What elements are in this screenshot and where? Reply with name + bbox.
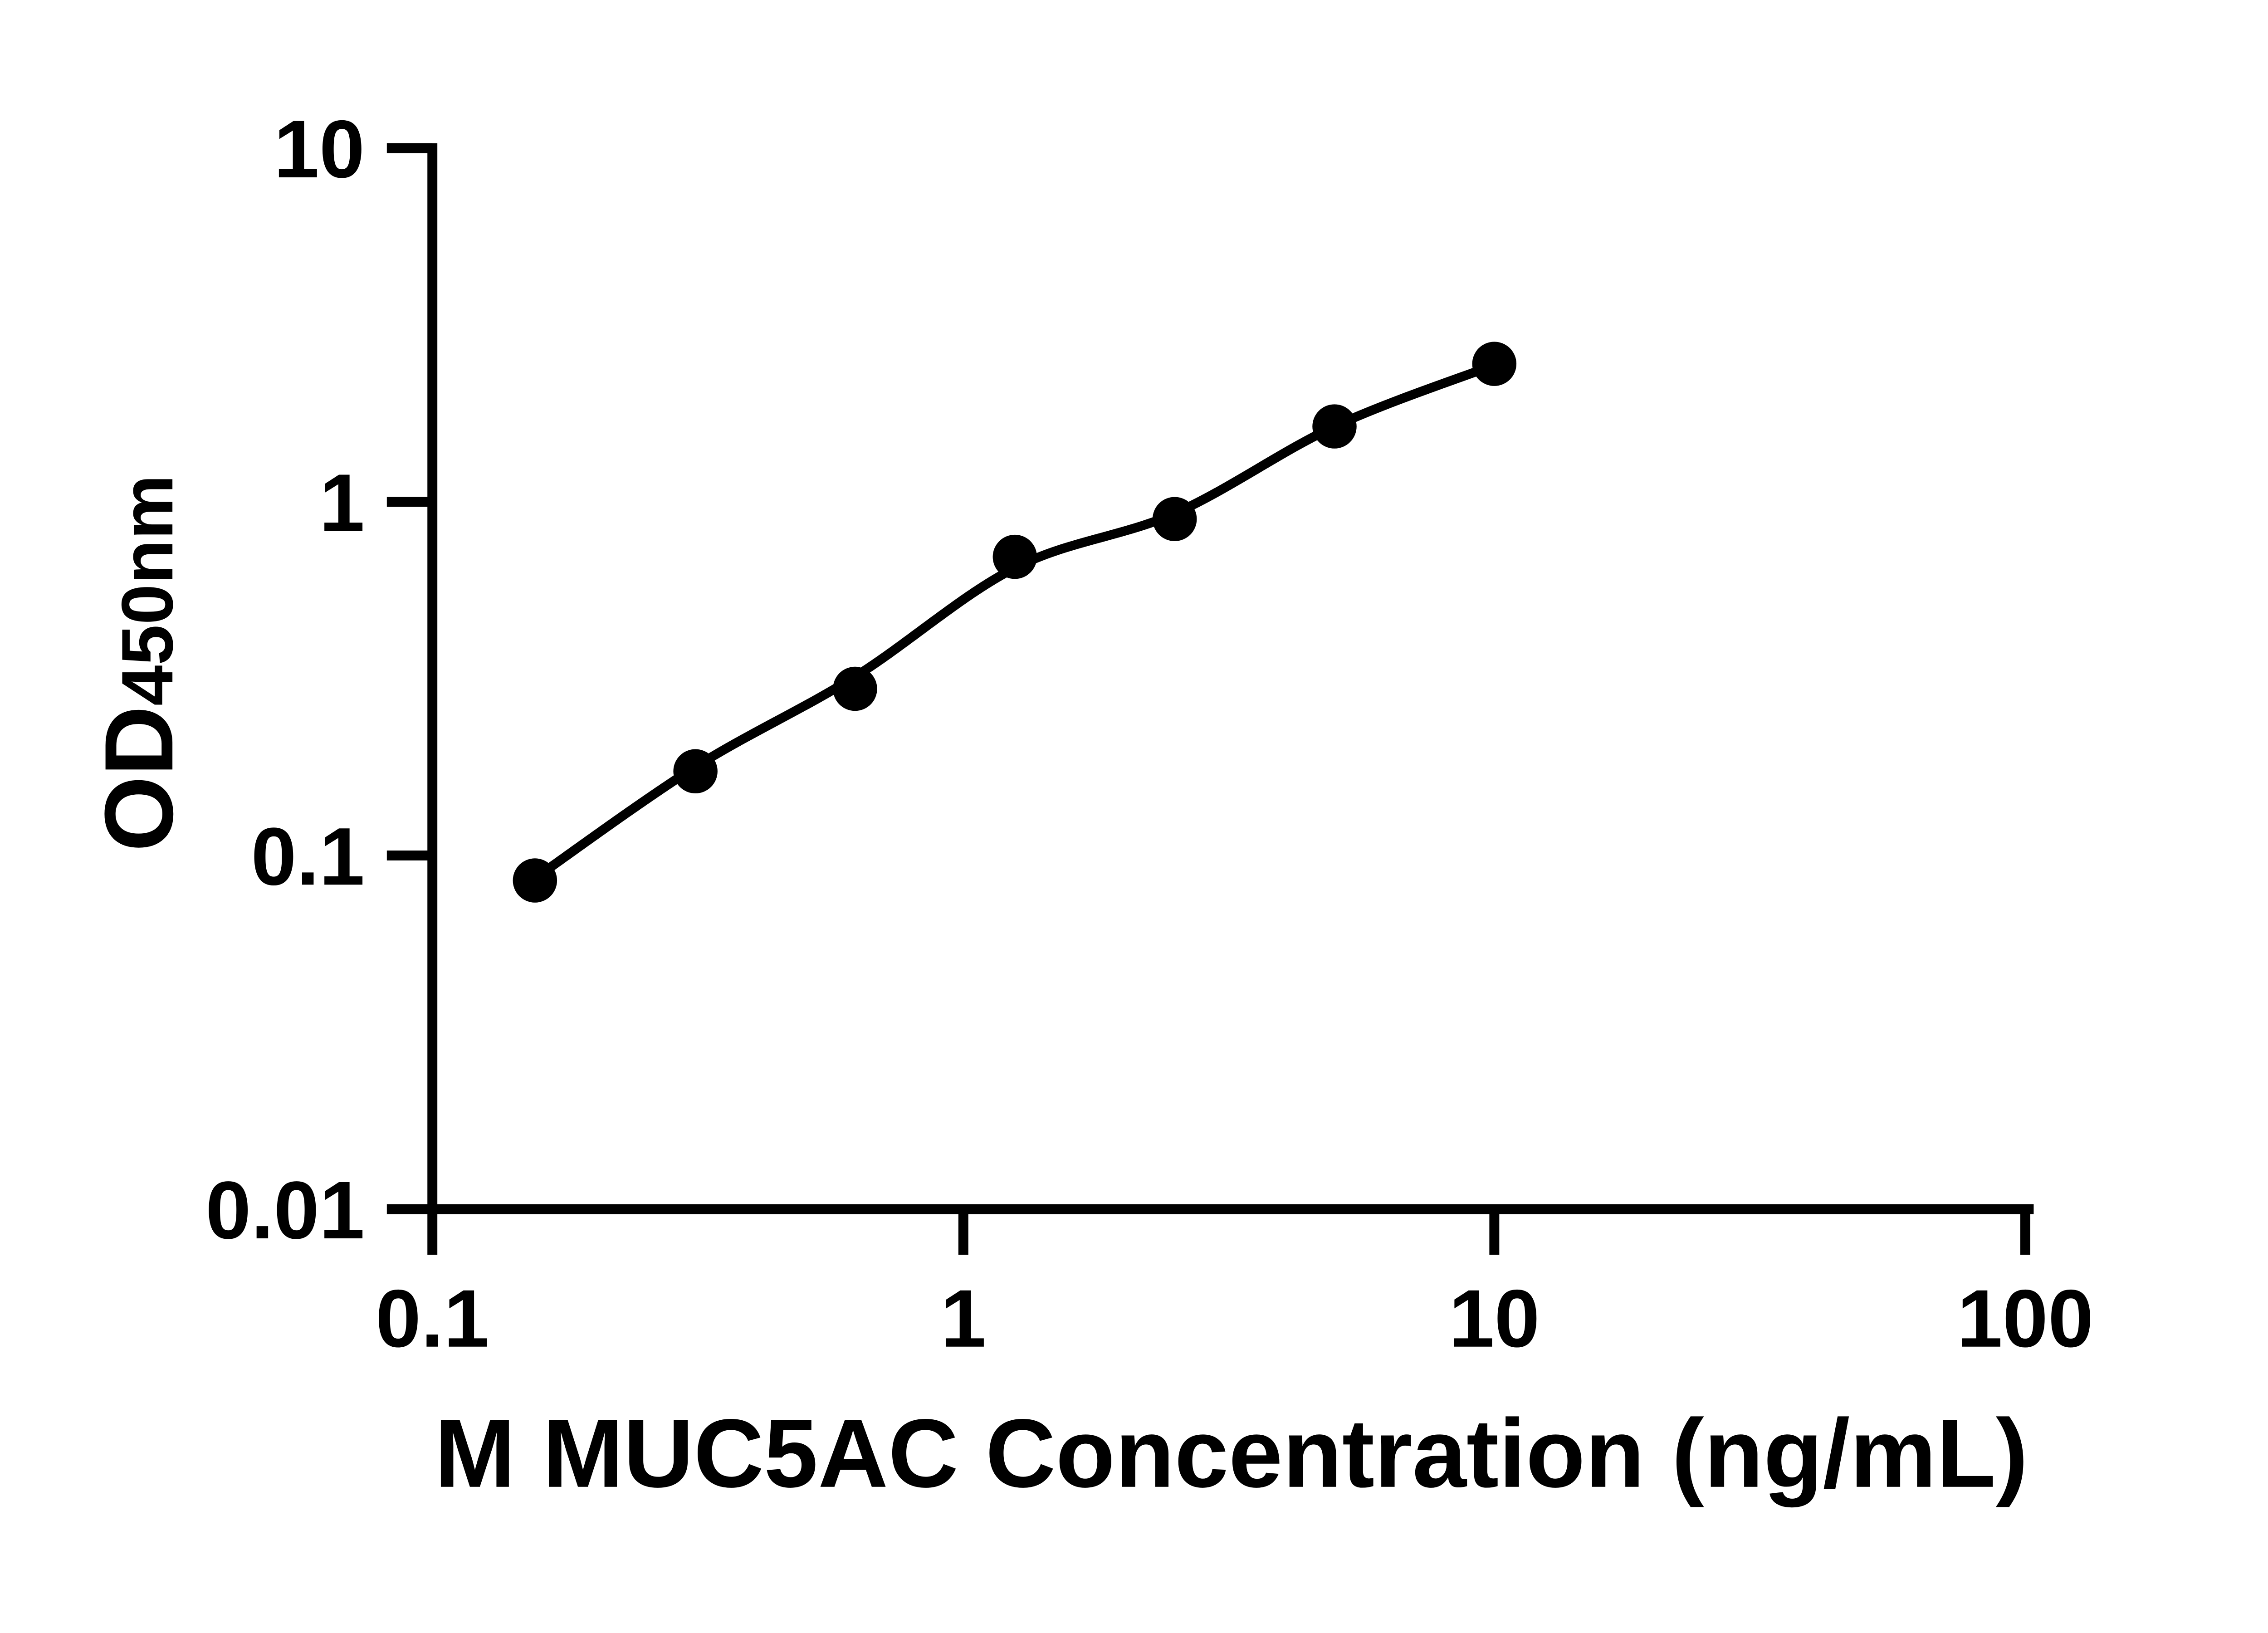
- y-axis-title: OD450nm: [85, 474, 193, 851]
- data-point: [673, 749, 718, 794]
- data-point: [513, 858, 557, 903]
- fit-curve: [530, 360, 1499, 883]
- elisa-standard-curve-figure: 10 1 0.1 0.01 0.1 1 10 100 M MUC5AC Concentrati…: [85, 103, 2094, 1508]
- y-tick-label: 1: [319, 458, 365, 549]
- data-point: [1152, 497, 1197, 541]
- y-tick-label: 10: [274, 104, 365, 195]
- y-tick-label: 0.1: [251, 811, 365, 902]
- data-point: [992, 534, 1037, 579]
- x-tick-label: 10: [1449, 1273, 1540, 1364]
- axes: [427, 143, 2034, 1214]
- x-tick-label: 0.1: [376, 1273, 489, 1364]
- x-tick-label: 1: [941, 1273, 986, 1364]
- y-axis-title-sub: 450nm: [107, 474, 188, 705]
- y-tick-label: 0.01: [205, 1165, 365, 1256]
- y-axis-title-main: OD: [85, 706, 193, 852]
- data-point: [833, 666, 877, 711]
- axis-ticks: [386, 143, 2030, 1255]
- axis-spine: [427, 143, 2034, 1214]
- x-axis-title: M MUC5AC Concentration (ng/mL): [435, 1399, 2028, 1508]
- data-point: [1472, 342, 1517, 386]
- data-point: [1312, 404, 1357, 449]
- x-tick-label: 100: [1957, 1273, 2093, 1364]
- data-points: [513, 342, 1517, 903]
